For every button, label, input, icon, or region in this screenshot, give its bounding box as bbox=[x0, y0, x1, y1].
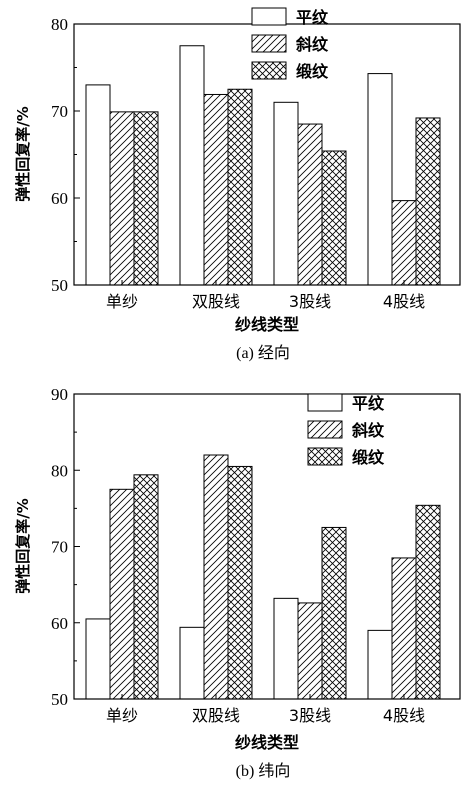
y-tick-label: 90 bbox=[51, 385, 68, 404]
bar-cross-2 bbox=[227, 88, 253, 286]
bar-hatch-3 bbox=[297, 123, 323, 286]
y-tick-label: 80 bbox=[51, 461, 68, 480]
legend-label-cross: 缎纹 bbox=[296, 62, 329, 81]
y-axis-label: 弹性回复率/% bbox=[14, 498, 32, 594]
bar-plain-4 bbox=[367, 629, 393, 700]
legend-label-plain: 平纹 bbox=[352, 394, 385, 413]
bar-plain-2 bbox=[179, 45, 205, 286]
figure-caption: (b) 纬向 bbox=[236, 762, 291, 780]
x-tick-label: 单纱 bbox=[106, 292, 138, 311]
bar-hatch-1 bbox=[109, 111, 135, 286]
x-tick-label: 3股线 bbox=[289, 292, 331, 311]
x-tick-label: 3股线 bbox=[289, 706, 331, 725]
bar-cross-3 bbox=[321, 150, 347, 286]
bar-cross-1 bbox=[133, 111, 159, 286]
bar-plain-3 bbox=[273, 597, 299, 700]
legend-label-hatch: 斜纹 bbox=[351, 421, 385, 440]
x-tick-label: 4股线 bbox=[383, 706, 425, 725]
bar-cross-4 bbox=[415, 504, 441, 700]
y-tick-label: 60 bbox=[51, 189, 68, 208]
legend-swatch-cross bbox=[251, 61, 287, 80]
bar-hatch-2 bbox=[203, 454, 229, 700]
y-tick-label: 50 bbox=[51, 276, 68, 295]
y-tick-label: 50 bbox=[51, 690, 68, 709]
bar-plain-3 bbox=[273, 101, 299, 286]
y-tick-label: 70 bbox=[51, 102, 68, 121]
bar-hatch-3 bbox=[297, 602, 323, 700]
bar-plain-4 bbox=[367, 73, 393, 286]
legend-swatch-plain bbox=[307, 393, 343, 412]
x-axis-label: 纱线类型 bbox=[235, 733, 299, 752]
y-tick-label: 70 bbox=[51, 538, 68, 557]
bar-cross-1 bbox=[133, 474, 159, 700]
legend-label-hatch: 斜纹 bbox=[295, 35, 329, 54]
y-tick-label: 80 bbox=[51, 15, 68, 34]
legend-swatch-plain bbox=[251, 7, 287, 26]
bar-hatch-2 bbox=[203, 93, 229, 286]
bar-plain-1 bbox=[85, 618, 111, 700]
x-tick-label: 单纱 bbox=[106, 706, 138, 725]
legend-swatch-cross bbox=[307, 447, 343, 466]
y-tick-label: 60 bbox=[51, 614, 68, 633]
x-tick-label: 4股线 bbox=[383, 292, 425, 311]
legend-label-cross: 缎纹 bbox=[352, 448, 385, 467]
bar-cross-2 bbox=[227, 465, 253, 700]
x-tick-label: 双股线 bbox=[192, 706, 240, 725]
bar-plain-1 bbox=[85, 84, 111, 286]
bar-hatch-4 bbox=[391, 557, 417, 700]
x-axis-label: 纱线类型 bbox=[235, 315, 299, 334]
y-axis-label: 弹性回复率/% bbox=[14, 106, 32, 202]
bar-plain-2 bbox=[179, 626, 205, 700]
bar-cross-3 bbox=[321, 526, 347, 700]
bar-hatch-1 bbox=[109, 488, 135, 700]
legend-swatch-hatch bbox=[307, 420, 343, 439]
bar-cross-4 bbox=[415, 117, 441, 286]
legend-label-plain: 平纹 bbox=[296, 8, 329, 27]
figure-caption: (a) 经向 bbox=[236, 344, 290, 362]
legend-swatch-hatch bbox=[251, 34, 287, 53]
x-tick-label: 双股线 bbox=[192, 292, 240, 311]
bar-hatch-4 bbox=[391, 200, 417, 286]
